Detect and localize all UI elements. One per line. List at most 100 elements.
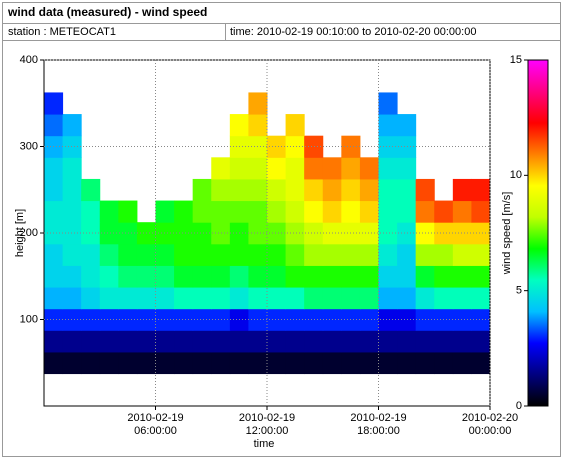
cell	[452, 178, 472, 202]
cell	[322, 243, 342, 266]
cell	[192, 243, 212, 266]
cell	[44, 351, 64, 375]
cell	[471, 287, 491, 310]
cell	[211, 243, 231, 266]
cell	[248, 287, 268, 310]
cell	[304, 265, 324, 288]
cell	[452, 265, 472, 288]
cell	[211, 178, 231, 202]
cell	[341, 330, 361, 353]
cell	[99, 222, 119, 245]
cell	[136, 351, 156, 375]
cell	[267, 330, 287, 353]
cell	[62, 178, 82, 202]
chart-title: wind data (measured) - wind speed	[7, 5, 207, 19]
cell	[248, 92, 268, 115]
cell	[304, 351, 324, 375]
cell	[81, 351, 101, 375]
cell	[471, 200, 491, 223]
cell	[359, 200, 379, 223]
cell	[397, 200, 417, 223]
cell	[378, 308, 398, 331]
cell	[248, 200, 268, 223]
cell	[44, 200, 64, 223]
cell	[155, 351, 175, 375]
cell	[359, 222, 379, 245]
cell	[341, 178, 361, 202]
cell	[378, 200, 398, 223]
cell	[81, 178, 101, 202]
cell	[248, 330, 268, 353]
cell	[81, 200, 101, 223]
cell	[341, 157, 361, 180]
cell	[359, 287, 379, 310]
cell	[81, 265, 101, 288]
cell	[44, 157, 64, 180]
cell	[118, 351, 138, 375]
cell	[192, 200, 212, 223]
cell	[397, 265, 417, 288]
cell	[136, 265, 156, 288]
cell	[304, 222, 324, 245]
cell	[285, 200, 305, 223]
x-tick-label: 2010-02-19 12:00:00	[238, 412, 296, 437]
cell	[62, 135, 82, 158]
cell	[378, 287, 398, 310]
cell	[118, 222, 138, 245]
cell	[44, 92, 64, 115]
cell	[192, 287, 212, 310]
colorbar-label: wind speed [m/s]	[501, 192, 513, 276]
x-tick-label: 2010-02-19 18:00:00	[350, 412, 407, 437]
cell	[415, 351, 435, 375]
cell	[229, 243, 249, 266]
cell	[415, 330, 435, 353]
cell	[155, 243, 175, 266]
cell	[322, 200, 342, 223]
cell	[452, 287, 472, 310]
cell	[434, 200, 454, 223]
cell	[155, 265, 175, 288]
cell	[44, 287, 64, 310]
cell	[62, 243, 82, 266]
cell	[174, 243, 194, 266]
cell	[229, 330, 249, 353]
cell	[285, 157, 305, 180]
cell	[44, 114, 64, 137]
cell	[304, 200, 324, 223]
cell	[341, 351, 361, 375]
colorbar-tick-label: 15	[510, 54, 522, 66]
cell	[229, 287, 249, 310]
cell	[118, 308, 138, 331]
cell	[359, 157, 379, 180]
cell	[118, 243, 138, 266]
cell	[471, 265, 491, 288]
cell	[322, 157, 342, 180]
cell	[322, 351, 342, 375]
cell	[452, 243, 472, 266]
cell	[62, 222, 82, 245]
cell	[267, 243, 287, 266]
cell	[434, 243, 454, 266]
cell	[304, 243, 324, 266]
y-tick-label: 300	[20, 140, 38, 152]
cell	[62, 200, 82, 223]
cell	[341, 200, 361, 223]
cell	[471, 351, 491, 375]
cell	[322, 330, 342, 353]
cell	[174, 308, 194, 331]
cell	[415, 200, 435, 223]
cell	[471, 308, 491, 331]
y-tick-label: 400	[20, 54, 38, 66]
cell	[192, 222, 212, 245]
cell	[62, 330, 82, 353]
cell	[118, 287, 138, 310]
cell	[118, 200, 138, 223]
cell	[248, 351, 268, 375]
cell	[99, 287, 119, 310]
cell	[359, 330, 379, 353]
cell	[304, 287, 324, 310]
cell	[81, 287, 101, 310]
cell	[192, 178, 212, 202]
cell	[397, 157, 417, 180]
